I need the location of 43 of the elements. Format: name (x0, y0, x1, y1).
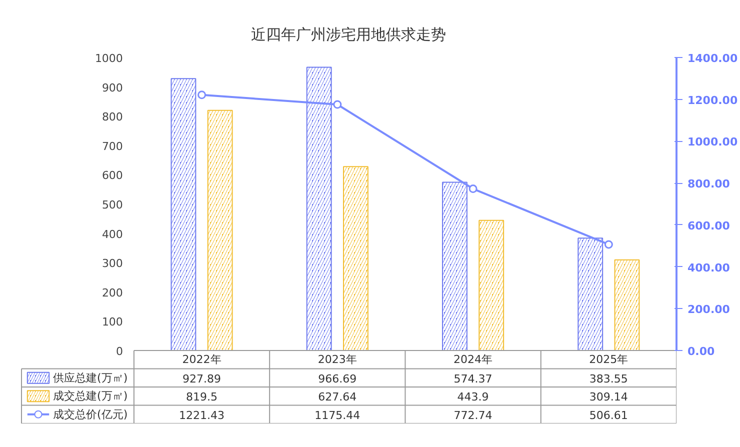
y2-tick-label: 1000.00 (688, 136, 738, 149)
point (468, 184, 478, 194)
data-label: 1175.44 (314, 408, 360, 422)
y-tick-label: 700 (102, 140, 123, 153)
y-tick-label: 600 (102, 169, 123, 182)
data-label: 506.61 (589, 408, 628, 422)
y-tick-label: 0 (116, 345, 123, 358)
data-label: 383.55 (589, 372, 628, 386)
y-tick-label: 300 (102, 257, 123, 270)
y2-tick-label: 0.00 (688, 345, 715, 358)
y2-tick-label: 400.00 (688, 261, 730, 274)
data-label: 309.14 (589, 390, 628, 404)
y-tick-label: 1000 (94, 52, 123, 65)
y-tick-label: 400 (102, 228, 123, 241)
y2-tick-label: 800.00 (688, 178, 730, 191)
point (604, 240, 613, 249)
data-label: 819.5 (186, 390, 218, 404)
point (198, 90, 206, 100)
legend-label: 成交总价(亿元) (53, 408, 128, 421)
chart-title: 近四年广州涉宅用地供求走势 (251, 26, 446, 44)
y-tick-label: 900 (102, 81, 123, 94)
point (333, 100, 342, 109)
data-label: 772.74 (454, 408, 492, 422)
x-tick-label: 2022年 (182, 353, 222, 366)
y-tick-label: 500 (102, 198, 123, 212)
x-tick-label: 2025年 (589, 353, 628, 366)
data-label: 927.89 (182, 372, 222, 386)
y-tick-label: 200 (102, 286, 123, 300)
y2-tick-label: 1200.00 (688, 94, 738, 107)
y-tick-label: 800 (102, 110, 123, 124)
data-label: 574.37 (454, 372, 492, 386)
legend-label: 供应总建(万㎡) (53, 371, 128, 384)
data-label: 1221.43 (179, 408, 225, 422)
y2-tick-label: 600.00 (688, 219, 730, 232)
x-tick-label: 2023年 (318, 353, 357, 366)
y-tick-label: 100 (102, 316, 123, 329)
data-label: 627.64 (318, 390, 357, 404)
y2-tick-label: 200.00 (688, 303, 730, 316)
x-tick-label: 2024年 (454, 353, 493, 366)
data-label: 443.9 (457, 390, 489, 404)
legend-label: 成交总建(万㎡) (53, 390, 128, 403)
y2-tick-label: 1400.00 (688, 52, 738, 65)
data-label: 966.69 (318, 372, 357, 386)
